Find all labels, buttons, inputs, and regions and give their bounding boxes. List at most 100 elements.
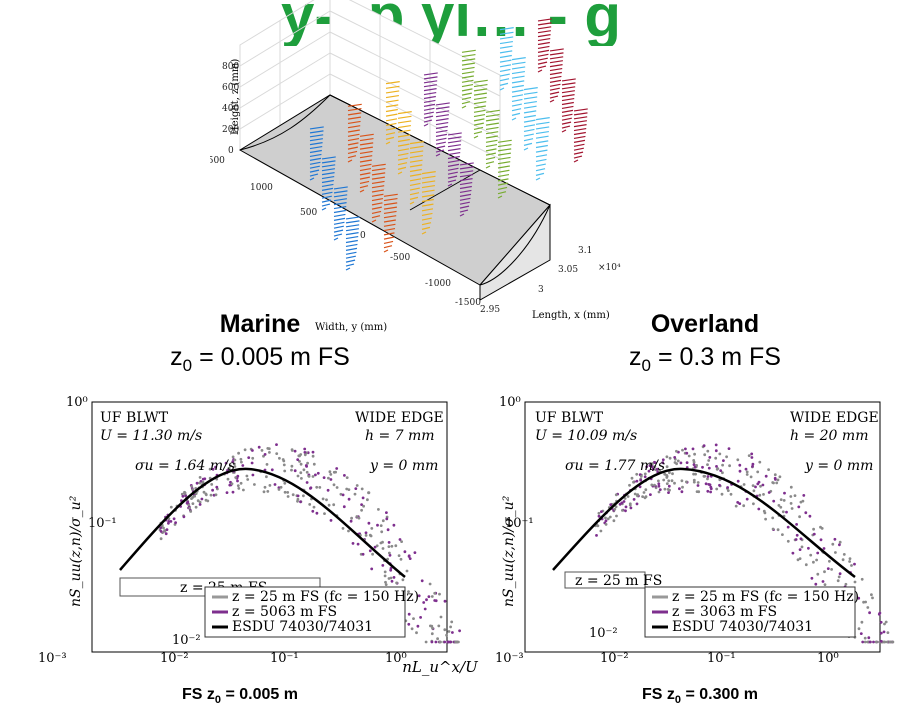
profile-segment [423, 72, 438, 76]
scatter-point [188, 506, 192, 510]
legend-1: z = 25 m FS (fc = 150 Hz) [232, 589, 419, 605]
scatter-point [738, 469, 742, 473]
scatter-point [381, 564, 385, 567]
scatter-point [381, 547, 385, 550]
profile-segment [321, 175, 335, 180]
profile-segment [535, 168, 546, 172]
scatter-point [776, 528, 780, 532]
scatter-point [387, 541, 391, 544]
scatter-point [819, 538, 823, 542]
scatter-point [439, 615, 443, 619]
profile-segment [549, 64, 563, 68]
scatter-point [323, 512, 326, 515]
profile-segment [561, 117, 572, 121]
scatter-point [174, 521, 178, 524]
profile-segment [473, 131, 483, 135]
scatter-point [821, 580, 825, 583]
header-right: WIDE EDGE [355, 410, 444, 426]
scatter-point [778, 475, 782, 479]
legend-2: z = 5063 m FS [232, 604, 337, 620]
scatter-point [388, 553, 392, 557]
profile-segment [561, 113, 573, 117]
scatter-point [298, 454, 301, 458]
header-left: UF BLWT [535, 410, 604, 426]
scatter-point [823, 570, 826, 574]
z-axis-ticks: 0 200 400 600 800 Height, z (mm) [222, 59, 241, 156]
profile-segment [359, 185, 369, 189]
scatter-point [675, 462, 678, 466]
profile-segment [561, 78, 576, 82]
scatter-point [303, 453, 307, 457]
header-right: WIDE EDGE [790, 410, 879, 426]
scatter-point [446, 640, 450, 644]
scatter-point [189, 510, 193, 513]
scatter-point [721, 463, 724, 467]
profile-segment [561, 86, 576, 90]
profile-segment [485, 122, 499, 126]
profile-segment [447, 151, 461, 156]
profile-segment [371, 185, 385, 189]
scatter-point [339, 492, 343, 496]
profile-segment [397, 138, 410, 143]
scatter-point [722, 459, 725, 462]
profile-segment [535, 130, 549, 135]
scatter-point [247, 456, 251, 459]
scatter-point [604, 523, 608, 526]
profile-segment [511, 75, 525, 79]
scatter-point [816, 551, 820, 555]
profile-segment [309, 145, 323, 150]
x-axis-ticks: 2.95 3 3.05 3.1 ×10⁴ Length, x (mm) [480, 246, 621, 321]
profile-segment [435, 145, 446, 149]
scatter-point [443, 640, 447, 644]
profile-segment [549, 91, 560, 95]
scatter-point [286, 491, 290, 494]
scatter-point [318, 486, 322, 489]
y-tick: 500 [300, 208, 317, 218]
profile-segment [397, 152, 409, 157]
scatter-point [630, 476, 634, 480]
profile-segment [535, 158, 547, 163]
scatter-point [647, 469, 651, 473]
scatter-point [703, 453, 707, 457]
profile-segment [383, 193, 398, 197]
profile-segment [333, 209, 346, 214]
scatter-point [687, 454, 691, 458]
scatter-point [424, 640, 428, 644]
scatter-point [638, 485, 642, 489]
wind-tunnel-3d-plot: 0 200 400 600 800 Height, z (mm) 1500 10… [202, 0, 680, 340]
scatter-point [774, 478, 777, 481]
scatter-point [725, 455, 728, 459]
profile-segment [497, 186, 508, 191]
scatter-point [385, 517, 389, 521]
scatter-point [224, 461, 228, 465]
scatter-point [884, 620, 888, 624]
scatter-point [370, 527, 374, 530]
x-tick: 3 [538, 285, 544, 295]
profile-segment [499, 36, 514, 40]
scatter-point [632, 480, 635, 484]
scatter-point [670, 479, 674, 483]
profile-segment [385, 90, 400, 94]
scatter-point [742, 504, 746, 508]
profile-segment [537, 65, 547, 69]
profile-segment [383, 236, 394, 240]
profile-segment [473, 79, 488, 83]
profile-segment [321, 207, 327, 211]
scatter-point [810, 576, 814, 580]
sigma: σu = 1.77 m/s [565, 458, 665, 474]
profile-segment [537, 45, 550, 50]
overland-label: Overland z0 = 0.3 m FS [590, 310, 820, 376]
profile-segment [397, 166, 407, 170]
scatter-point [250, 461, 254, 465]
profile-segment [345, 263, 355, 267]
scatter-point [242, 488, 245, 492]
profile-segment [461, 62, 475, 66]
scatter-point [716, 467, 720, 470]
scatter-point [668, 456, 672, 460]
scatter-point [642, 491, 646, 494]
profile-segment [423, 107, 435, 111]
scatter-point [239, 481, 243, 485]
scatter-point [291, 493, 295, 497]
y-position: y = 0 mm [369, 458, 438, 474]
profile-segment [345, 232, 359, 236]
